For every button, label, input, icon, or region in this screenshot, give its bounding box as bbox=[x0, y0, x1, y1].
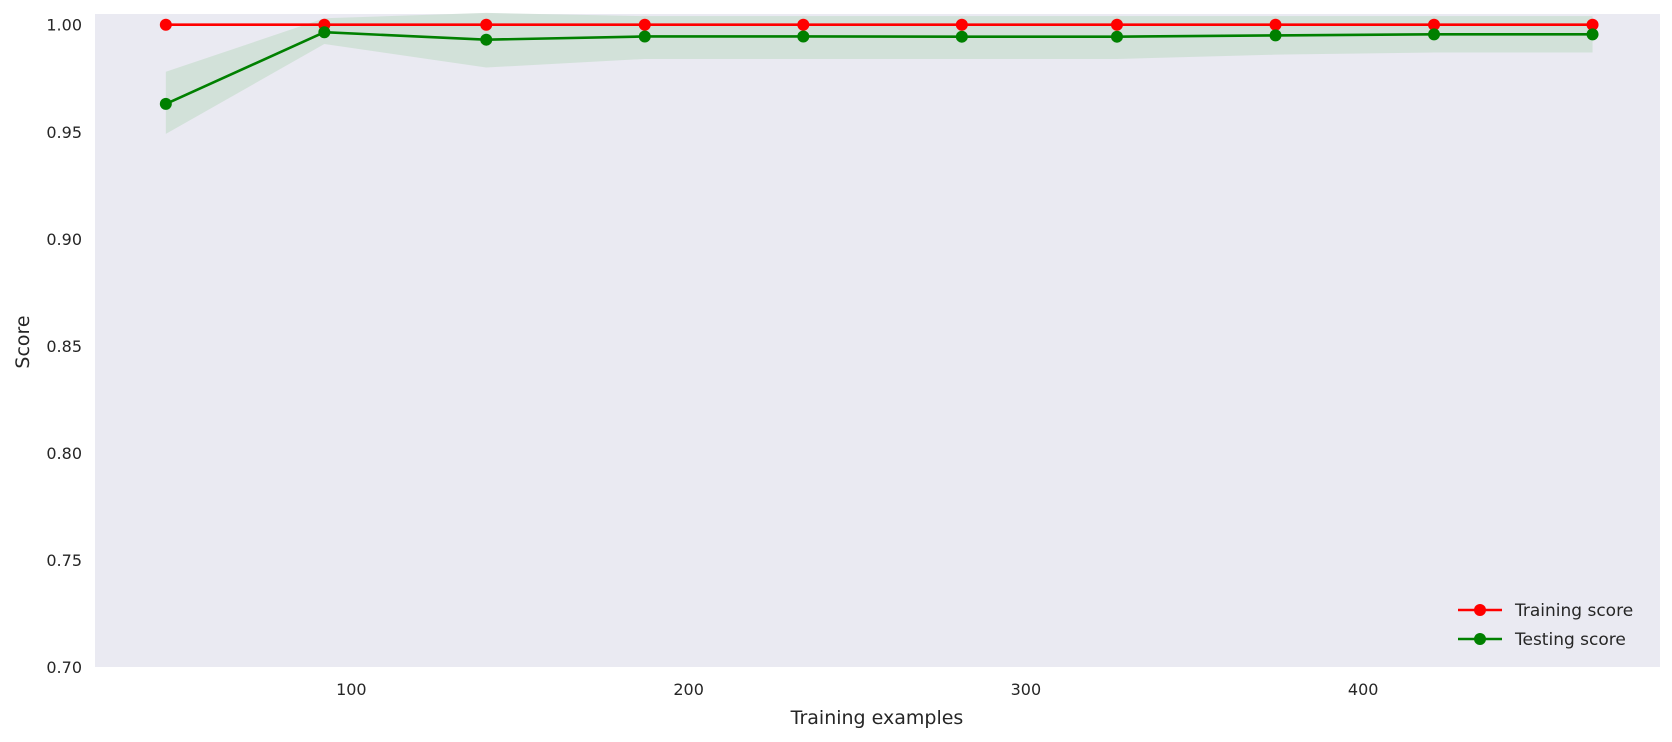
data-point-0-8 bbox=[1428, 18, 1441, 31]
data-point-1-0 bbox=[159, 97, 172, 110]
y-tick-label-5: 0.95 bbox=[46, 123, 82, 142]
legend-label-0: Training score bbox=[1514, 601, 1633, 621]
data-point-1-1 bbox=[318, 26, 331, 39]
data-point-1-2 bbox=[480, 33, 493, 46]
x-tick-label-2: 300 bbox=[1011, 680, 1042, 699]
data-point-1-8 bbox=[1428, 28, 1441, 41]
series-markers bbox=[159, 18, 1599, 110]
y-tick-label-3: 0.85 bbox=[46, 337, 82, 356]
x-axis-label: Training examples bbox=[790, 707, 964, 729]
data-point-1-9 bbox=[1586, 28, 1599, 41]
plot-background bbox=[95, 14, 1660, 667]
data-point-1-5 bbox=[955, 30, 968, 43]
data-point-0-3 bbox=[638, 18, 651, 31]
data-point-0-0 bbox=[159, 18, 172, 31]
y-axis-label: Score bbox=[12, 315, 34, 368]
y-tick-label-2: 0.80 bbox=[46, 444, 82, 463]
data-point-1-3 bbox=[638, 30, 651, 43]
data-point-0-2 bbox=[480, 18, 493, 31]
y-tick-label-4: 0.90 bbox=[46, 230, 82, 249]
y-tick-label-6: 1.00 bbox=[46, 16, 82, 35]
legend-marker-0 bbox=[1474, 604, 1486, 616]
data-point-0-5 bbox=[955, 18, 968, 31]
data-point-1-6 bbox=[1110, 30, 1123, 43]
legend-marker-1 bbox=[1474, 633, 1486, 645]
x-tick-label-3: 400 bbox=[1348, 680, 1379, 699]
y-tick-label-0: 0.70 bbox=[46, 658, 82, 677]
confidence-bands bbox=[165, 12, 1593, 134]
data-point-1-4 bbox=[797, 30, 810, 43]
x-tick-label-0: 100 bbox=[336, 680, 367, 699]
series-lines bbox=[164, 23, 1594, 106]
y-tick-label-1: 0.75 bbox=[46, 551, 82, 570]
data-point-0-7 bbox=[1269, 18, 1282, 31]
y-axis-ticks: 0.70 0.75 0.80 0.85 0.90 0.95 1.00 bbox=[46, 16, 82, 677]
legend-label-1: Testing score bbox=[1514, 630, 1626, 650]
series-line-1 bbox=[164, 30, 1594, 106]
band-1 bbox=[165, 12, 1593, 134]
data-point-0-4 bbox=[797, 18, 810, 31]
x-tick-label-1: 200 bbox=[673, 680, 704, 699]
data-point-0-9 bbox=[1586, 18, 1599, 31]
legend: Training score Testing score bbox=[1458, 601, 1633, 650]
data-point-1-7 bbox=[1269, 29, 1282, 42]
data-point-0-6 bbox=[1110, 18, 1123, 31]
x-axis-ticks: 100 200 300 400 bbox=[336, 680, 1378, 699]
